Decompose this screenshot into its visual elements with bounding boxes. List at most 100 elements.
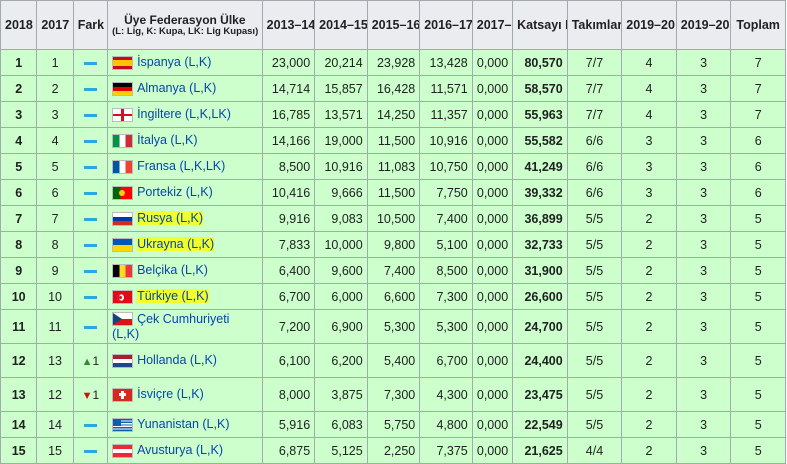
country-cell: İsviçre (L,K) <box>107 377 263 412</box>
rank-2017-cell: 15 <box>36 437 74 464</box>
country-link[interactable]: İngiltere (L,K,LK) <box>137 107 231 122</box>
season-2015-16-cell: 10,500 <box>366 205 421 232</box>
country-link[interactable]: İspanya (L,K) <box>137 55 212 70</box>
cl-participation-cell: 4 <box>621 75 677 102</box>
country-link[interactable]: Çek Cumhuriyeti (L,K) <box>112 312 229 341</box>
season-2014-15-cell: 9,600 <box>314 257 368 284</box>
season-2015-16-cell: 11,083 <box>366 153 421 180</box>
teams-cell: 5/5 <box>566 231 623 258</box>
header-el-participation[interactable]: 2019–20 AL katılım <box>675 0 732 50</box>
header-2013-14[interactable]: 2013–14 <box>261 0 316 50</box>
table-row: 9 9 Belçika (L,K) 6,400 9,600 7,400 8,500 0,000… <box>0 257 786 284</box>
rank-2017-cell: 13 <box>36 343 74 378</box>
coefficient-cell: 31,900 <box>512 257 568 284</box>
header-country-title: Üye Federasyon Ülke <box>124 12 246 27</box>
season-2013-14-cell: 6,700 <box>261 283 316 310</box>
flag-at-icon <box>112 443 134 458</box>
coefficient-cell: 41,249 <box>512 153 568 180</box>
cl-participation-cell: 2 <box>621 437 677 464</box>
country-link[interactable]: Fransa (L,K,LK) <box>137 159 226 174</box>
country-cell: Yunanistan (L,K) <box>107 411 263 438</box>
change-cell <box>72 101 109 128</box>
season-2016-17-cell: 11,357 <box>419 101 473 128</box>
rank-2017-cell: 1 <box>36 49 74 76</box>
season-2014-15-cell: 6,900 <box>314 309 368 344</box>
header-2017-18[interactable]: 2017–18 <box>471 0 514 50</box>
country-link[interactable]: Portekiz (L,K) <box>137 185 213 200</box>
no-change-icon <box>83 191 97 195</box>
country-link[interactable]: Ukrayna (L,K) <box>137 237 215 252</box>
season-2013-14-cell: 23,000 <box>261 49 316 76</box>
table-row: 6 6 Portekiz (L,K) 10,416 9,666 11,500 7,750 0,… <box>0 179 786 206</box>
cl-participation-cell: 2 <box>621 257 677 284</box>
header-cl-participation[interactable]: 2019–20 ŞL katılım <box>621 0 677 50</box>
table-row: 10 10 Türkiye (L,K) 6,700 6,000 6,600 7,300 0,0… <box>0 283 786 310</box>
cl-participation-cell: 2 <box>621 205 677 232</box>
header-change[interactable]: Fark <box>72 0 109 50</box>
country-link[interactable]: Belçika (L,K) <box>137 263 208 278</box>
rank-2018-cell: 15 <box>0 437 38 464</box>
country-link[interactable]: Yunanistan (L,K) <box>137 417 230 432</box>
flag-nl-icon <box>112 353 134 368</box>
header-total[interactable]: Toplam <box>730 0 786 50</box>
total-cell: 5 <box>730 205 786 232</box>
header-2016-17[interactable]: 2016–17 <box>419 0 473 50</box>
country-cell: Çek Cumhuriyeti (L,K) <box>107 309 263 344</box>
table-row: 5 5 Fransa (L,K,LK) 8,500 10,916 11,083 10,750… <box>0 153 786 180</box>
change-cell: ▼1 <box>72 377 109 412</box>
country-cell: İngiltere (L,K,LK) <box>107 101 263 128</box>
header-coefficient[interactable]: Katsayı Puanı <box>512 0 568 50</box>
total-cell: 5 <box>730 343 786 378</box>
rank-2017-cell: 14 <box>36 411 74 438</box>
country-link[interactable]: Rusya (L,K) <box>137 211 204 226</box>
teams-cell: 5/5 <box>566 309 623 344</box>
table-row: 3 3 İngiltere (L,K,LK) 16,785 13,571 14,250 11… <box>0 101 786 128</box>
flag-gr-icon <box>112 417 134 432</box>
rank-2018-cell: 13 <box>0 377 38 412</box>
country-link[interactable]: Hollanda (L,K) <box>137 353 217 368</box>
teams-cell: 5/5 <box>566 377 623 412</box>
season-2013-14-cell: 9,916 <box>261 205 316 232</box>
country-cell: Portekiz (L,K) <box>107 179 263 206</box>
header-rank-2017[interactable]: 2017 Sıra <box>36 0 74 50</box>
header-country[interactable]: Üye Federasyon Ülke (L: Lig, K: Kupa, LK… <box>107 0 263 50</box>
country-link[interactable]: Almanya (L,K) <box>137 81 217 96</box>
rank-2018-cell: 10 <box>0 283 38 310</box>
country-link[interactable]: İsviçre (L,K) <box>137 387 204 402</box>
country-link[interactable]: İtalya (L,K) <box>137 133 198 148</box>
header-2014-15[interactable]: 2014–15 <box>314 0 368 50</box>
el-participation-cell: 3 <box>675 377 732 412</box>
cl-participation-cell: 2 <box>621 411 677 438</box>
teams-cell: 6/6 <box>566 127 623 154</box>
no-change-icon <box>83 113 97 117</box>
table-row: 8 8 Ukrayna (L,K) 7,833 10,000 9,800 5,100 0,00… <box>0 231 786 258</box>
el-participation-cell: 3 <box>675 49 732 76</box>
change-cell <box>72 257 109 284</box>
header-teams[interactable]: Takımlar <box>566 0 623 50</box>
no-change-icon <box>83 87 97 91</box>
country-link[interactable]: Avusturya (L,K) <box>137 443 223 458</box>
season-2013-14-cell: 16,785 <box>261 101 316 128</box>
season-2013-14-cell: 10,416 <box>261 179 316 206</box>
header-rank-2018[interactable]: 2018 Sıra <box>0 0 38 50</box>
rank-2017-cell: 12 <box>36 377 74 412</box>
season-2017-18-cell: 0,000 <box>471 75 514 102</box>
teams-cell: 6/6 <box>566 153 623 180</box>
rank-2018-cell: 2 <box>0 75 38 102</box>
season-2017-18-cell: 0,000 <box>471 179 514 206</box>
no-change-icon <box>83 139 97 143</box>
cl-participation-cell: 2 <box>621 231 677 258</box>
flag-ua-icon <box>112 237 134 252</box>
flag-en-icon <box>112 107 134 122</box>
season-2014-15-cell: 9,666 <box>314 179 368 206</box>
country-link[interactable]: Türkiye (L,K) <box>137 289 209 304</box>
no-change-icon <box>83 165 97 169</box>
season-2015-16-cell: 23,928 <box>366 49 421 76</box>
table-row: 15 15 Avusturya (L,K) 6,875 5,125 2,250 7,375 0… <box>0 437 786 464</box>
coefficient-cell: 22,549 <box>512 411 568 438</box>
season-2016-17-cell: 10,916 <box>419 127 473 154</box>
flag-it-icon <box>112 133 134 148</box>
flag-ch-icon <box>112 387 134 402</box>
header-2015-16[interactable]: 2015–16 <box>366 0 421 50</box>
coefficient-cell: 58,570 <box>512 75 568 102</box>
